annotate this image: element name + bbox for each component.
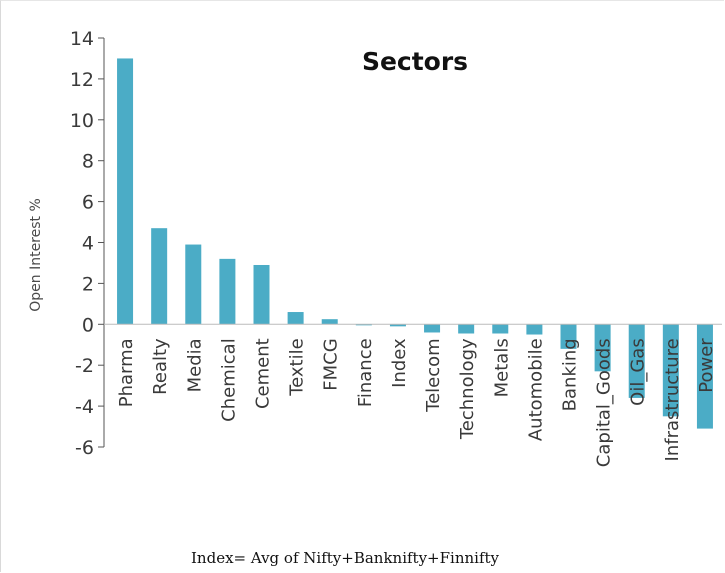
category-label-infrastructure: Infrastructure: [662, 338, 683, 461]
y-tick-label-6: 2: [82, 273, 94, 295]
y-tick-label-5: 4: [82, 233, 94, 255]
bar-index: [389, 324, 406, 327]
category-label-metals: Metals: [491, 338, 512, 397]
chart-title: Sectors: [362, 47, 468, 76]
y-tick-label-8: -2: [75, 355, 94, 377]
y-tick-label-7: 0: [82, 314, 94, 336]
bar-metals: [492, 324, 509, 334]
category-label-pharma: Pharma: [116, 338, 137, 407]
bar-banking: [560, 324, 577, 349]
bar-power: [696, 324, 713, 429]
category-label-oil-gas: Oil_Gas: [628, 338, 649, 406]
category-label-technology: Technology: [457, 338, 478, 440]
bar-technology: [458, 324, 475, 334]
y-tick-label-2: 10: [70, 110, 94, 132]
bar-automobile: [526, 324, 543, 335]
category-label-finance: Finance: [355, 338, 376, 407]
bar-oil-gas: [628, 324, 645, 398]
bar-infrastructure: [662, 324, 679, 417]
bar-pharma: [117, 58, 134, 325]
bar-fmcg: [321, 319, 338, 325]
bar-realty: [151, 228, 168, 325]
category-label-fmcg: FMCG: [321, 338, 342, 390]
bars-group: [117, 58, 713, 429]
y-tick-label-0: 14: [70, 28, 94, 50]
category-label-media: Media: [184, 338, 205, 392]
y-tick-label-3: 8: [82, 151, 94, 173]
bar-chemical: [219, 258, 236, 325]
bar-cement: [253, 264, 270, 325]
y-axis-ticks: 14 12 10 8 6 4 2 0 -2 -4 -6: [70, 28, 104, 459]
category-label-telecom: Telecom: [423, 338, 444, 413]
category-label-power: Power: [696, 338, 717, 393]
category-label-textile: Textile: [287, 338, 308, 396]
bar-telecom: [424, 324, 441, 333]
category-label-capital-goods: Capital_Goods: [594, 338, 615, 467]
bar-textile: [287, 312, 304, 325]
index-note: Index= Avg of Nifty+Banknifty+Finnifty: [191, 549, 500, 567]
category-labels: Pharma Realty Media Chemical Cement Textile FM…: [116, 338, 717, 468]
category-label-automobile: Automobile: [525, 338, 546, 441]
y-tick-label-4: 6: [82, 192, 94, 214]
y-tick-label-10: -6: [75, 437, 94, 459]
category-label-banking: Banking: [560, 338, 581, 411]
category-label-chemical: Chemical: [218, 338, 239, 422]
y-axis-label: Open Interest %: [28, 198, 44, 312]
y-tick-label-1: 12: [70, 69, 94, 91]
y-tick-label-9: -4: [75, 396, 94, 418]
category-label-realty: Realty: [150, 338, 171, 395]
category-label-cement: Cement: [253, 338, 274, 409]
bar-finance: [355, 324, 372, 326]
bar-media: [185, 244, 202, 325]
category-label-index: Index: [389, 338, 410, 388]
bar-capital-goods: [594, 324, 611, 372]
